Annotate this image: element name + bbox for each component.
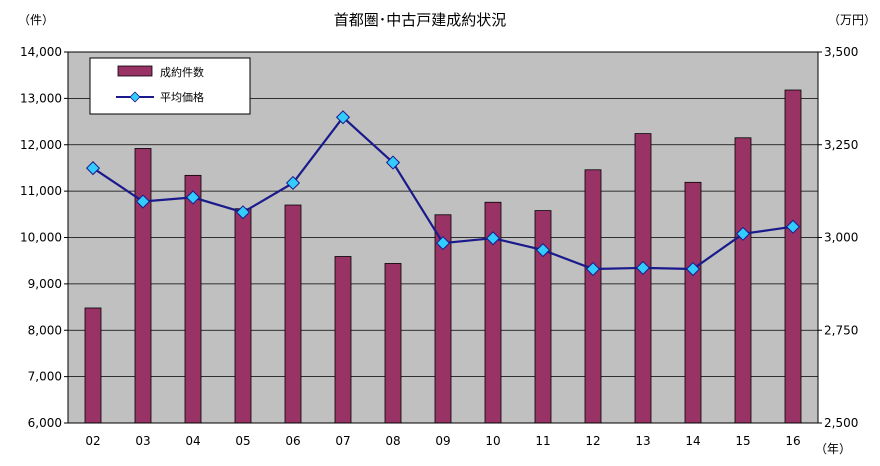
right-tick-label: 3,000 (824, 231, 858, 245)
price-point (135, 194, 151, 209)
left-tick-label: 14,000 (20, 45, 62, 59)
chart-title: 首都圏･中古戸建成約状況 (334, 11, 507, 29)
legend-bar-label: 成約件数 (160, 65, 204, 79)
x-tick-label: 08 (385, 434, 400, 448)
x-tick-label: 11 (535, 434, 550, 448)
legend-line-marker (129, 91, 141, 103)
price-point (485, 231, 501, 246)
bar (184, 174, 202, 424)
right-tick-label: 2,750 (824, 323, 858, 337)
x-tick-label: 13 (635, 434, 650, 448)
left-tick-label: 11,000 (20, 184, 62, 198)
bar (534, 210, 552, 424)
left-tick-label: 8,000 (28, 323, 62, 337)
x-tick-label: 02 (85, 434, 100, 448)
price-point (685, 261, 701, 277)
price-point (735, 226, 751, 241)
left-tick-label: 7,000 (28, 370, 62, 384)
right-tick-labels: 2,500 2,750 3,000 3,250 3,500 (824, 45, 858, 430)
x-tick-label: 06 (285, 434, 300, 448)
left-tick-label: 13,000 (20, 91, 62, 105)
bar-series (84, 89, 802, 424)
price-point (435, 235, 451, 251)
bar (284, 204, 302, 424)
x-tick-label: 09 (435, 434, 450, 448)
bar (334, 256, 352, 424)
x-tick-label: 16 (785, 434, 800, 448)
price-point (85, 161, 101, 176)
bar (734, 137, 752, 424)
x-tick-label: 15 (735, 434, 750, 448)
price-point (785, 219, 801, 234)
bar (634, 133, 652, 424)
x-tick-label: 07 (335, 434, 350, 448)
left-tick-labels: 6,000 7,000 8,000 9,000 10,000 11,000 12,000 13… (20, 45, 62, 430)
price-point (635, 260, 651, 275)
x-axis-unit: （年） (815, 442, 851, 456)
price-point (235, 205, 251, 220)
left-axis-unit: （件） (18, 13, 54, 27)
x-tick-label: 05 (235, 434, 250, 448)
bar (134, 148, 152, 424)
x-tick-labels: 02 03 04 05 06 07 08 09 10 11 12 13 14 15 16 (85, 434, 800, 448)
price-point (335, 110, 351, 125)
left-tick-label: 9,000 (28, 277, 62, 291)
line-series (85, 110, 801, 277)
x-tick-label: 12 (585, 434, 600, 448)
right-tick-label: 2,500 (824, 416, 858, 430)
left-tick-label: 10,000 (20, 231, 62, 245)
x-tick-label: 03 (135, 434, 150, 448)
legend-box (89, 57, 251, 115)
left-tick-label: 12,000 (20, 138, 62, 152)
price-point (285, 175, 301, 191)
legend-bar-swatch (117, 65, 153, 77)
x-tick-label: 04 (185, 434, 200, 448)
x-tick-label: 14 (685, 434, 700, 448)
bar (584, 169, 602, 424)
bar (234, 208, 252, 424)
right-tick-label: 3,250 (824, 138, 858, 152)
right-axis-unit: （万円） (828, 13, 876, 27)
bar (384, 263, 402, 424)
price-point (185, 190, 201, 205)
price-point (385, 155, 401, 170)
left-tick-label: 6,000 (28, 416, 62, 430)
legend-line-label: 平均価格 (160, 90, 204, 104)
bar (684, 181, 702, 424)
price-point (535, 243, 551, 258)
right-tick-label: 3,500 (824, 45, 858, 59)
x-tick-label: 10 (485, 434, 500, 448)
legend: 成約件数 平均価格 (89, 57, 251, 115)
price-point (585, 261, 601, 277)
axes (64, 51, 822, 424)
bar (784, 89, 802, 424)
bar (84, 307, 102, 424)
